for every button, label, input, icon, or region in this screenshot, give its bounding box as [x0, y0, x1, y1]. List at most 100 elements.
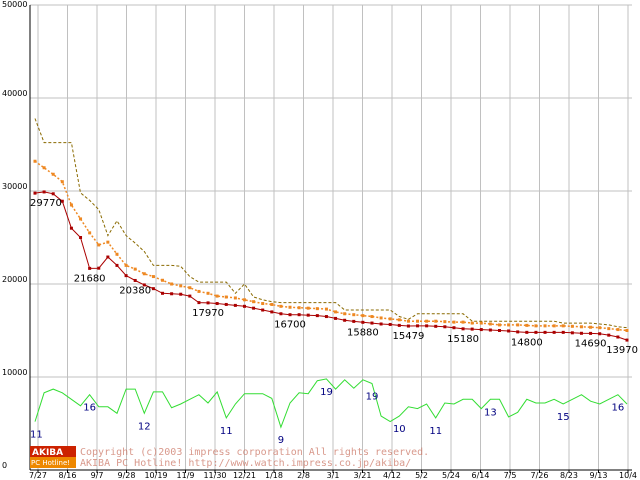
avg-price-point [270, 302, 274, 306]
avg-price-point [452, 320, 456, 324]
x-tick-label: 7/27 [29, 471, 47, 480]
grid [30, 4, 632, 470]
avg-price-point [79, 217, 83, 221]
x-tick-label: 4/12 [383, 471, 401, 480]
min-price-point [51, 192, 55, 196]
min-price-point [525, 330, 529, 334]
avg-price-point [315, 307, 319, 311]
count-data-label: 9 [278, 435, 284, 446]
price-data-label: 16700 [274, 320, 306, 331]
avg-price-point [598, 326, 602, 330]
min-price-point [315, 314, 319, 318]
min-price-point [324, 315, 328, 319]
count-data-label: 15 [557, 412, 570, 423]
series-layer [33, 118, 629, 429]
avg-price-point [42, 166, 46, 170]
avg-price-point [470, 321, 474, 325]
min-price-point [416, 324, 420, 328]
y-tick-label: 20000 [2, 275, 27, 284]
avg-price-point [543, 324, 547, 328]
avg-price-point [106, 240, 110, 244]
avg-price-point [334, 310, 338, 314]
site-text: AKIBA PC Hotline! http://www.watch.impre… [80, 458, 411, 469]
avg-price-point [51, 172, 55, 176]
count-data-label: 19 [320, 387, 333, 398]
avg-price-point [397, 318, 401, 322]
avg-price-point [525, 323, 529, 327]
min-price-point [97, 266, 101, 270]
x-tick-label: 10/19 [144, 471, 167, 480]
min-price-point [33, 191, 37, 195]
y-tick-label: 0 [2, 461, 7, 470]
avg-price-point [261, 302, 265, 306]
avg-price-point [161, 278, 165, 282]
y-tick-label: 30000 [2, 182, 27, 191]
watermark: AKIBA PC Hotline! Copyright (c)2003 impr… [30, 446, 429, 469]
avg-price-point [279, 304, 283, 308]
count-data-label: 11 [220, 426, 233, 437]
min-price-point [334, 316, 338, 320]
x-tick-label: 9/7 [91, 471, 104, 480]
min-price-point [579, 331, 583, 335]
avg-price-point [361, 314, 365, 318]
avg-price-point [124, 263, 128, 267]
min-price-point [60, 199, 64, 203]
price-data-label: 20380 [119, 285, 151, 296]
min-price-point [261, 308, 265, 312]
min-price-point [188, 294, 192, 298]
min-price-point [242, 304, 246, 308]
x-tick-label: 9/13 [590, 471, 608, 480]
price-data-label: 14690 [575, 338, 607, 349]
min-price-point [170, 292, 174, 296]
min-price-point [124, 274, 128, 278]
min-price-point [297, 313, 301, 317]
count-data-label: 11 [429, 426, 442, 437]
min-price-point [388, 322, 392, 326]
count-data-label: 16 [83, 403, 96, 414]
min-price-point [288, 313, 292, 317]
min-price-point [370, 321, 374, 325]
count-data-label: 13 [484, 407, 497, 418]
x-tick-label: 7/26 [531, 471, 549, 480]
min-price-point [279, 312, 283, 316]
max-price-line [34, 118, 628, 329]
x-tick-label: 9/28 [118, 471, 136, 480]
logo-bottom-box [30, 457, 76, 468]
avg-price-point [534, 324, 538, 328]
min-price-point [488, 328, 492, 332]
min-price-point [197, 301, 201, 305]
avg-price-point [507, 323, 511, 327]
avg-price-point [625, 329, 629, 332]
min-price-line [34, 191, 628, 341]
avg-price-point [224, 295, 228, 299]
avg-price-point [516, 323, 520, 327]
min-price-point [616, 335, 620, 339]
avg-price-point [252, 300, 256, 304]
min-price-point [224, 302, 228, 306]
min-price-point [206, 301, 210, 305]
x-tick-label: 5/24 [442, 471, 460, 480]
min-price-point [470, 327, 474, 331]
avg-price-point [297, 306, 301, 310]
y-tick-label: 50000 [2, 0, 27, 9]
min-price-point [352, 319, 356, 323]
avg-price-point [69, 203, 73, 207]
avg-price-point [579, 325, 583, 329]
x-tick-label: 11/30 [203, 471, 226, 480]
avg-price-point [288, 305, 292, 309]
min-price-point [379, 322, 383, 326]
avg-price-point [488, 322, 492, 326]
avg-price-point [461, 320, 465, 324]
x-tick-label: 12/21 [233, 471, 256, 480]
min-price-point [406, 324, 410, 328]
avg-price-point [425, 319, 429, 323]
avg-price-point [561, 324, 565, 328]
avg-price-line [34, 160, 628, 332]
min-price-point [516, 330, 520, 334]
avg-price-point [479, 321, 483, 325]
x-tick-label: 5/2 [415, 471, 428, 480]
x-tick-label: 8/23 [560, 471, 578, 480]
x-tick-label: 3/1 [327, 471, 340, 480]
min-price-point [179, 292, 183, 296]
min-price-point [306, 313, 310, 317]
